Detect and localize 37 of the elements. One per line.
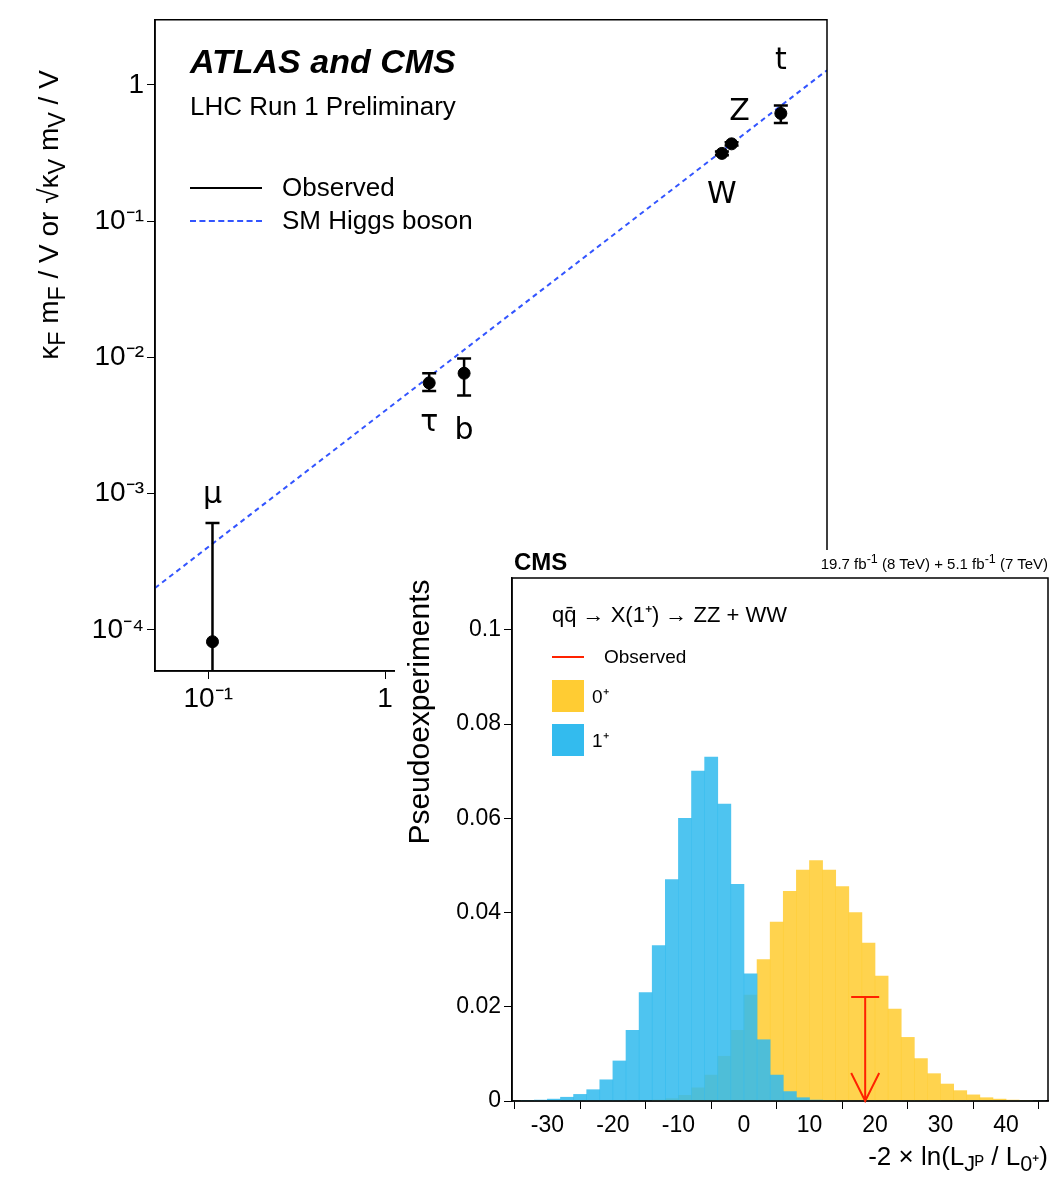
text: ATLAS and CMS [190,42,457,81]
x-tick-label: 30 [927,1111,954,1138]
annotation: μ [202,474,223,510]
annotation: Z [729,91,750,127]
x-axis-title: -2 × ln(L$_{Jᴾ}$ / L$_{0⁺}$) [868,1141,1048,1178]
legend-label: Observed [282,172,395,203]
x-tick-label: -30 [530,1111,565,1138]
y-tick-label: 0.08 [456,709,501,736]
y-tick-label: 0.04 [456,897,502,924]
y-tick-label: 10⁻¹ [94,203,144,235]
y-tick-label: 10⁻² [94,340,144,372]
y-tick-label: 1 [128,67,144,99]
y-tick-label: 0 [488,1086,501,1113]
legend-label: Observed [604,646,687,668]
y-tick-label: 0.06 [456,803,501,830]
legend-label: 0⁺ [592,685,609,709]
annotation: τ [420,402,439,438]
annotation: qq̄ → X(1⁺) → ZZ + WW [552,601,787,628]
y-tick-label: 10⁻³ [94,476,144,508]
x-tick-label: 0 [737,1111,751,1138]
y-tick-label: 10⁻⁴ [91,612,144,644]
annotation: t [774,41,787,77]
annotation: b [454,411,474,447]
y-axis-title: Pseudoexperiments [402,579,436,845]
x-tick-label: 10 [796,1111,823,1138]
y-tick-label: 0.1 [469,615,501,642]
legend-label: 1⁺ [592,729,609,753]
chart-subtitle: 19.7 fb$^{-1}$ (8 TeV) + 5.1 fb$^{-1}$ (7 TeV) [820,552,1048,572]
chart-title: CMS [514,548,568,576]
legend-label: SM Higgs boson [282,205,473,236]
x-tick-label: -20 [596,1111,630,1138]
text: LHC Run 1 Preliminary [190,91,457,122]
x-tick-label: 40 [993,1111,1019,1138]
x-tick-label: 20 [862,1111,888,1138]
y-tick-label: 0.02 [456,992,501,1019]
annotation: W [707,175,737,211]
x-tick-label: -10 [661,1111,696,1138]
